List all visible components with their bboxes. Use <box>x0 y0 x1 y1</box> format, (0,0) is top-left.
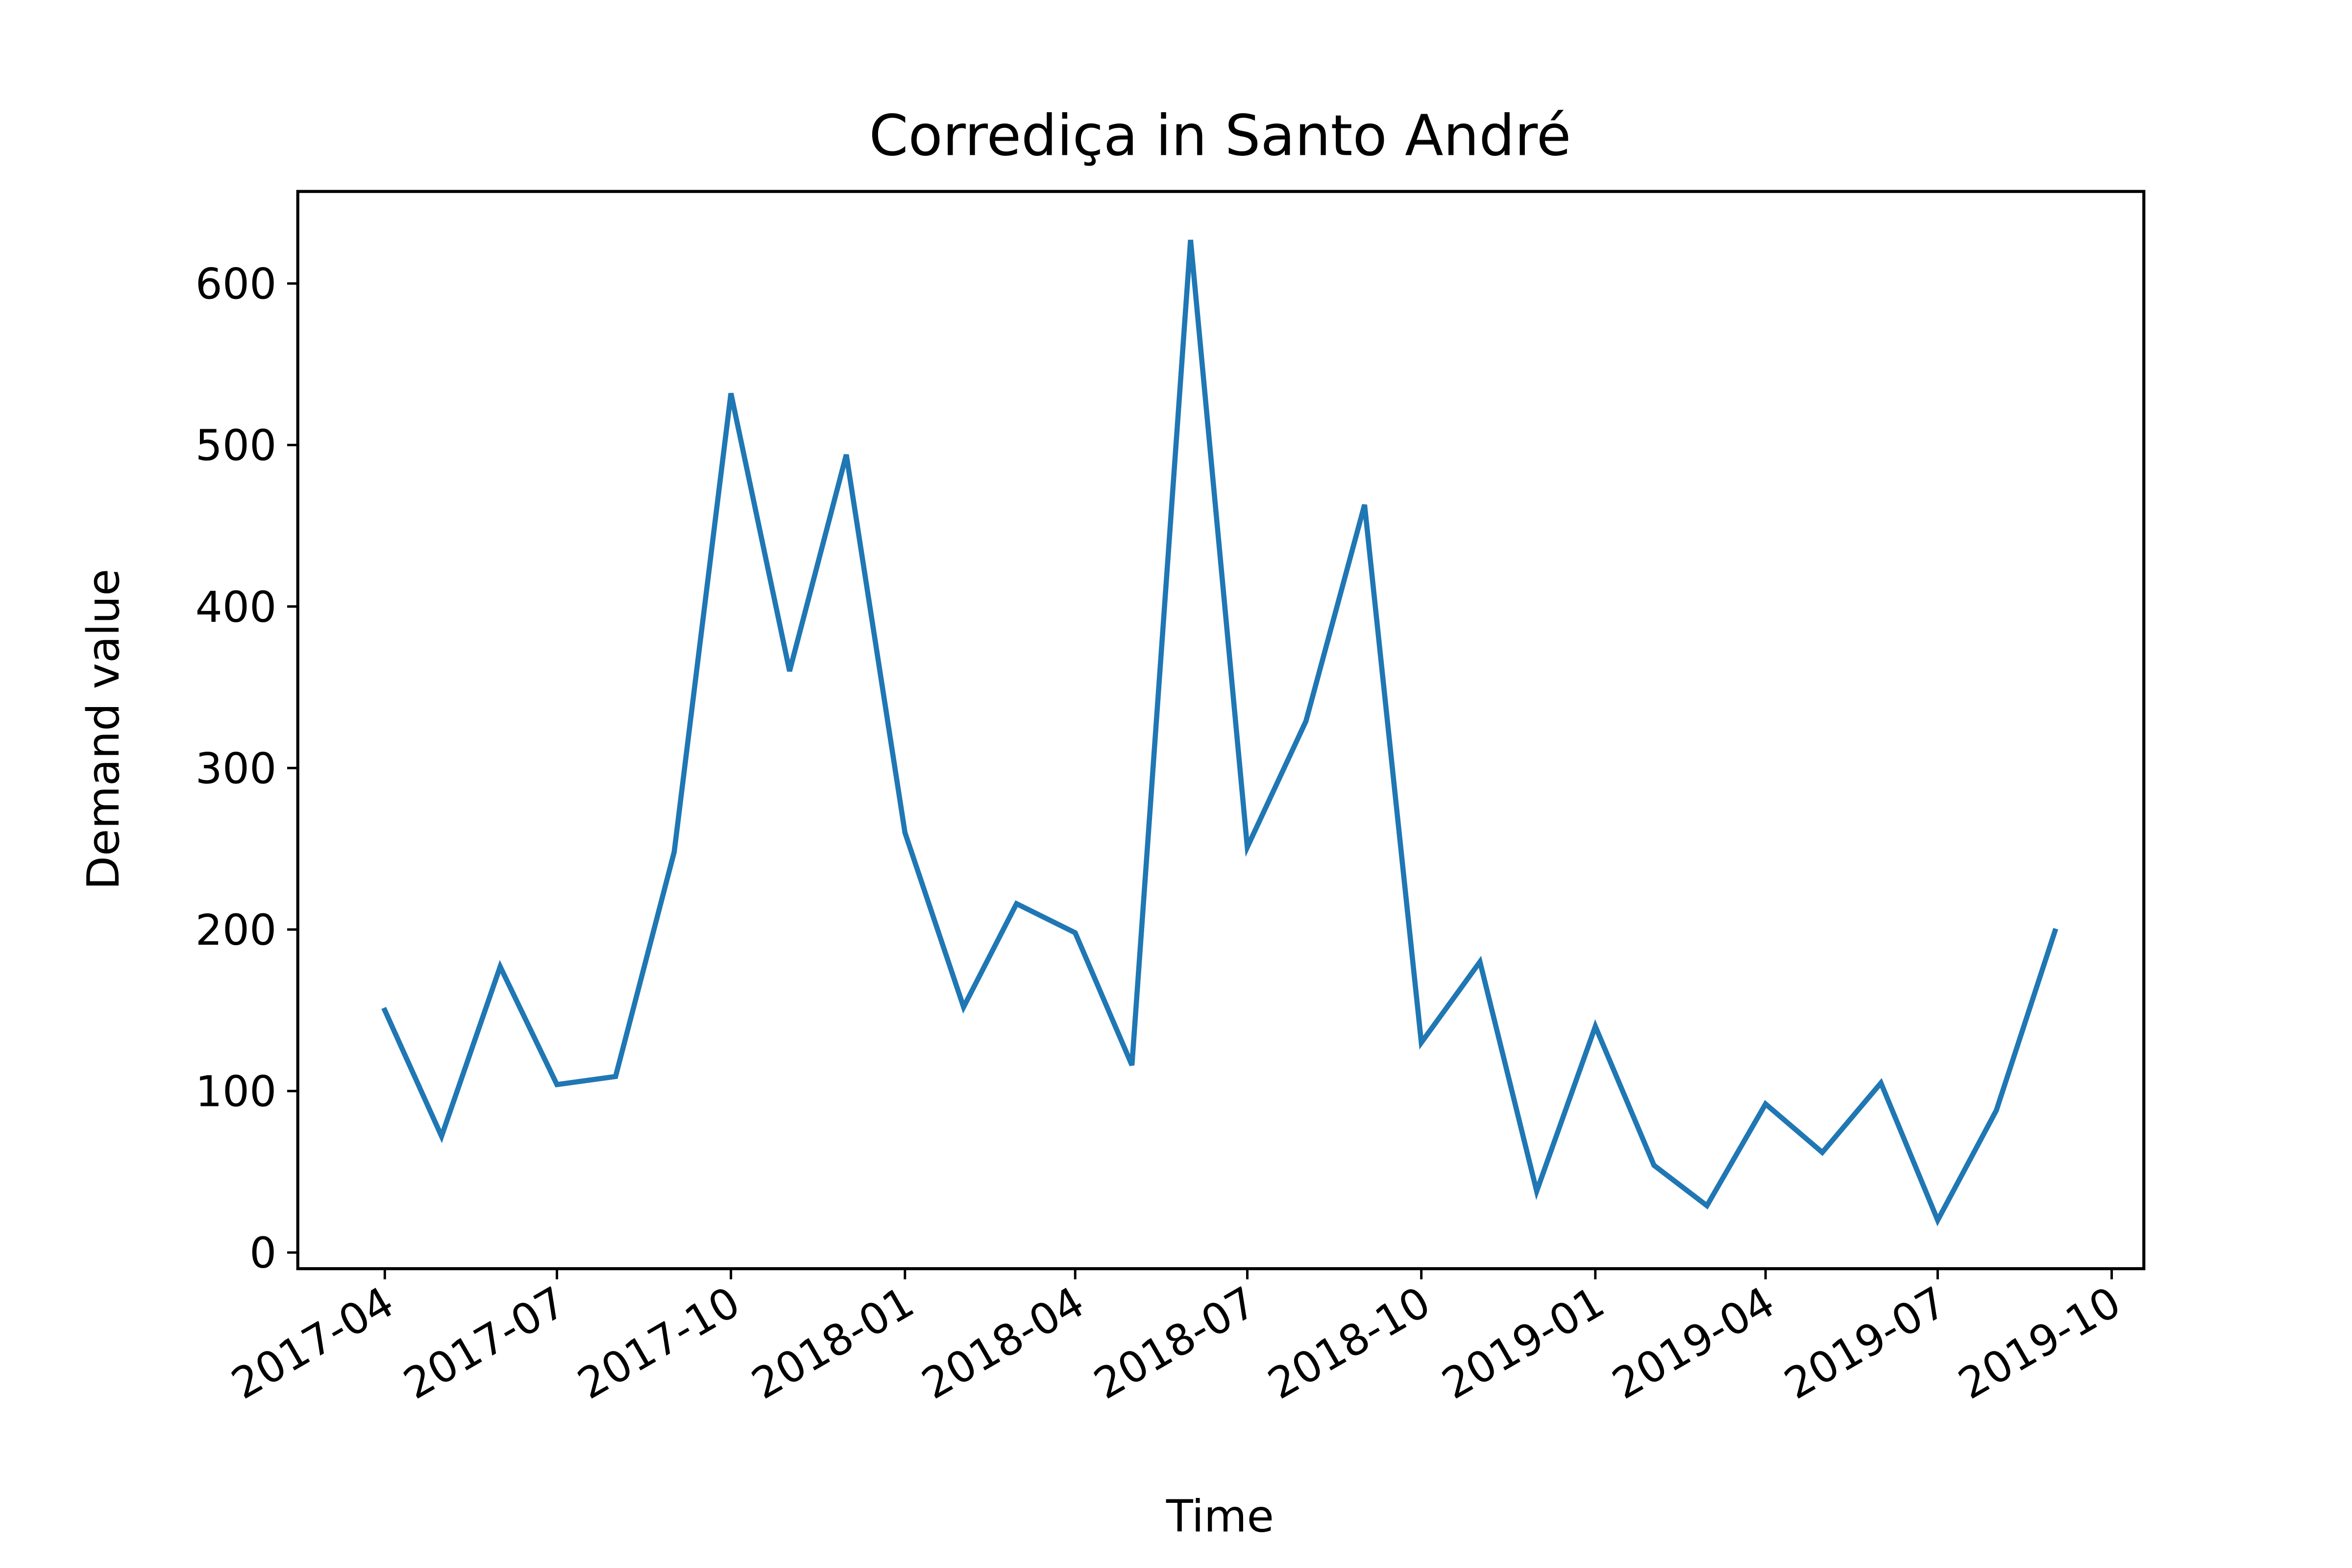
y-tick-label: 500 <box>196 421 277 470</box>
y-tick-label: 0 <box>249 1228 276 1278</box>
y-axis-ticks: 0 100 200 300 400 500 600 <box>196 260 298 1278</box>
y-tick-label: 100 <box>196 1067 277 1117</box>
y-tick-label: 600 <box>196 260 277 309</box>
y-axis-label: Demand value <box>78 569 129 890</box>
chart-title: Corrediça in Santo André <box>869 103 1571 169</box>
plot-frame <box>296 190 2146 1271</box>
y-tick-label: 200 <box>196 906 277 955</box>
series-line <box>381 240 2058 1226</box>
y-tick-label: 300 <box>196 744 277 793</box>
y-tick-label: 400 <box>196 583 277 632</box>
x-axis-label: Time <box>1166 1492 1274 1543</box>
data-series-group <box>381 240 2058 1226</box>
